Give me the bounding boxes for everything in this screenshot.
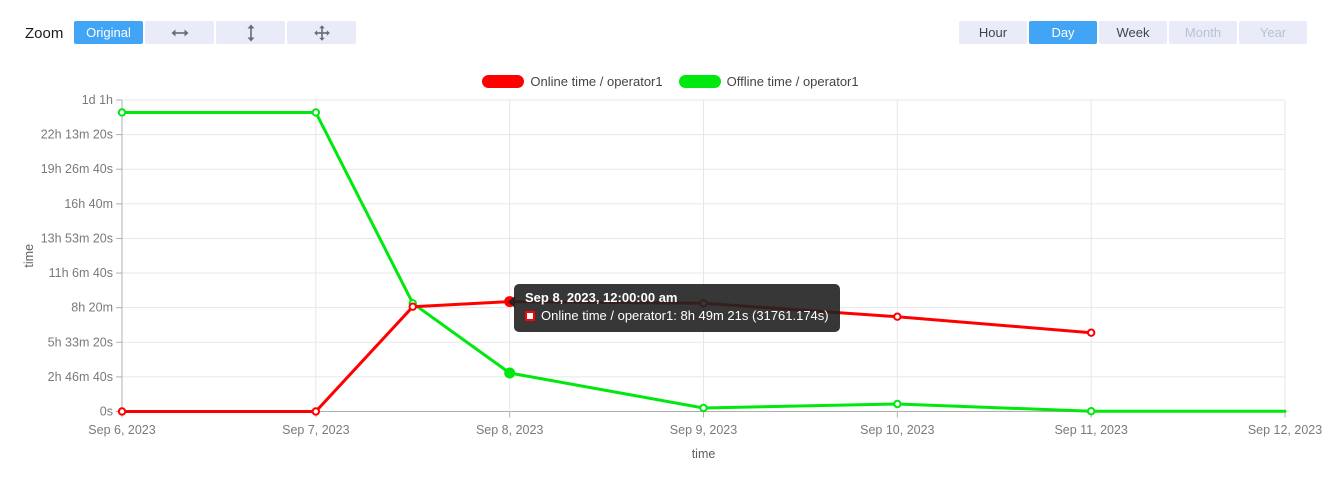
online-series-swatch-icon [482,75,525,88]
range-week-button[interactable]: Week [1099,21,1167,44]
x-axis-tick-label: Sep 11, 2023 [1054,423,1127,437]
y-axis-tick-label: 13h 53m 20s [41,231,113,245]
range-month-button: Month [1169,21,1237,44]
offline-series-line[interactable] [120,111,1287,413]
tooltip-series-marker-icon [525,311,535,322]
y-axis-tick-label: 0s [100,405,113,419]
vertical-zoom-icon [245,24,257,42]
tooltip-series-value: Online time / operator1: 8h 49m 21s (317… [541,308,829,324]
zoom-vertical-button[interactable] [216,21,285,44]
data-point-marker[interactable] [117,108,127,117]
x-axis-title: time [692,447,716,461]
data-point-marker[interactable] [408,302,417,311]
x-axis-tick-label: Sep 6, 2023 [88,423,155,437]
y-axis-tick-label: 22h 13m 20s [41,128,113,142]
range-button-group: Hour Day Week Month Year [959,21,1307,44]
data-point-marker[interactable] [893,399,902,409]
legend-label: Online time / operator1 [530,74,663,89]
legend-label: Offline time / operator1 [726,74,859,89]
zoom-horizontal-button[interactable] [145,21,214,44]
x-axis-tick-label: Sep 7, 2023 [282,423,349,437]
legend-item-online[interactable]: Online time / operator1 [482,74,663,89]
tooltip-series-row: Online time / operator1: 8h 49m 21s (317… [525,307,829,325]
legend-item-offline[interactable]: Offline time / operator1 [678,74,859,89]
y-axis-tick-label: 16h 40m [64,197,113,211]
x-axis-tick-label: Sep 12, 2023 [1248,423,1322,437]
data-point-marker[interactable] [1086,328,1096,337]
y-axis-tick-label: 8h 20m [71,301,113,315]
range-hour-button[interactable]: Hour [959,21,1027,44]
hovered-data-point-marker[interactable] [504,367,516,379]
x-axis-tick-label: Sep 9, 2023 [670,423,737,437]
zoom-button-group: Original [74,21,356,44]
data-point-marker[interactable] [311,108,321,117]
zoom-move-button[interactable] [287,21,356,44]
zoom-toolbar-label: Zoom [25,25,64,42]
y-axis-tick-label: 19h 26m 40s [41,162,113,176]
x-axis-tick-label: Sep 8, 2023 [476,423,543,437]
range-day-button[interactable]: Day [1029,21,1097,44]
data-point-marker[interactable] [1086,407,1096,416]
y-axis-tick-label: 2h 46m 40s [48,370,113,384]
data-point-marker[interactable] [117,407,127,416]
data-point-marker[interactable] [699,403,708,413]
y-axis-tick-label: 5h 33m 20s [48,335,113,349]
offline-series-swatch-icon [678,75,721,88]
move-zoom-icon [313,24,331,42]
x-axis-tick-label: Sep 10, 2023 [860,423,934,437]
y-axis-tick-label: 1d 1h [82,93,113,107]
data-point-marker[interactable] [311,407,321,416]
zoom-original-button[interactable]: Original [74,21,143,44]
tooltip: Sep 8, 2023, 12:00:00 am Online time / o… [508,284,840,333]
range-year-button: Year [1239,21,1307,44]
chart-legend: Online time / operator1 Offline time / o… [0,74,1341,89]
y-axis-tick-label: 11h 6m 40s [49,266,113,280]
tooltip-title: Sep 8, 2023, 12:00:00 am [525,290,678,305]
data-point-marker[interactable] [893,312,902,321]
y-axis-title: time [22,244,36,268]
horizontal-zoom-icon [171,27,189,39]
